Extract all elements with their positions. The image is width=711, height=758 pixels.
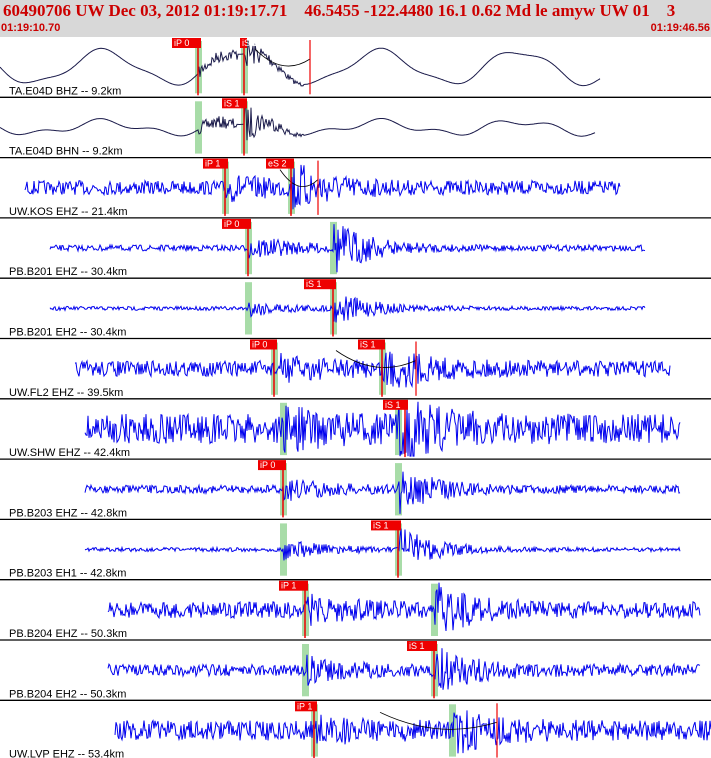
pick-label: iS 1 (224, 98, 240, 108)
phase-pick[interactable]: iS 1 (240, 38, 258, 96)
pick-label: iS 1 (385, 400, 401, 410)
predicted-arrival-curve (279, 169, 319, 188)
phase-pick[interactable]: iP 1 (295, 701, 317, 758)
pick-label: iP 1 (205, 159, 220, 169)
phase-pick[interactable]: iP 1 (279, 580, 308, 638)
trace-row[interactable]: iP 0 iS 1 UW.FL2 EHZ -- 39.5km (0, 339, 711, 400)
pick-flag (407, 641, 437, 651)
phase-pick[interactable]: iS 1 (222, 98, 247, 156)
phase-pick[interactable]: iS 1 (371, 520, 401, 578)
phase-pick[interactable]: iP 0 (222, 218, 251, 277)
s-window-band (395, 463, 402, 516)
pick-label: iP 0 (252, 340, 267, 350)
station-label: PB.B201 EH2 -- 30.4km (9, 327, 126, 339)
phase-pick[interactable]: eS 2 (266, 158, 294, 216)
pick-flag (279, 580, 308, 591)
waveform (84, 528, 681, 561)
pick-label: iP 1 (297, 701, 312, 711)
pick-flag (250, 339, 277, 350)
station-label: PB.B204 EH2 -- 50.3km (9, 688, 126, 700)
seismogram-panel: iP 0 iS 1 TA.E04D BHZ -- 9.2km iS 1 TA.E04D … (0, 38, 711, 758)
trace-row[interactable]: iP 0 PB.B201 EHZ -- 30.4km (0, 218, 711, 279)
pick-label: iP 1 (281, 581, 296, 591)
trace-row[interactable]: iP 1 UW.LVP EHZ -- 53.4km (0, 701, 711, 758)
predicted-arrival-curve (254, 48, 311, 67)
phase-pick[interactable]: iS 1 (383, 399, 408, 458)
pick-flag (383, 399, 408, 410)
phase-pick[interactable]: iS 1 (358, 339, 385, 397)
trace-row[interactable]: iP 0 PB.B203 EHZ -- 42.8km (0, 460, 711, 521)
station-label: UW.LVP EHZ -- 53.4km (9, 749, 124, 758)
trace-row[interactable]: iS 1 UW.SHW EHZ -- 42.4km (0, 399, 711, 460)
phase-pick[interactable]: iP 0 (258, 460, 286, 518)
p-window-band (302, 644, 309, 697)
waveform (114, 710, 711, 754)
pick-label: iS 1 (360, 340, 376, 350)
pick-flag (266, 158, 294, 169)
trace-row[interactable]: iS 1 TA.E04D BHN -- 9.2km (0, 98, 711, 159)
pick-label: iP 0 (224, 219, 239, 229)
pick-label: iS 1 (373, 520, 389, 530)
pick-flag (358, 339, 385, 350)
predicted-arrival-curve (379, 711, 498, 730)
waveform (24, 164, 621, 210)
pick-flag (222, 218, 251, 229)
trace-row[interactable]: iS 1 PB.B204 EH2 -- 50.3km (0, 641, 711, 701)
trace-row[interactable]: iP 0 iS 1 TA.E04D BHZ -- 9.2km (0, 38, 711, 98)
phase-pick[interactable]: iP 0 (172, 38, 201, 96)
waveform (84, 401, 681, 457)
predicted-arrival-curve (335, 350, 417, 368)
p-window-band (195, 101, 202, 154)
station-label: UW.SHW EHZ -- 42.4km (9, 447, 130, 459)
pick-label: iS 1 (409, 641, 425, 651)
pick-flag (304, 279, 336, 290)
s-window-band (395, 402, 402, 456)
pick-flag (222, 98, 247, 109)
phase-pick[interactable]: iS 1 (407, 641, 437, 699)
pick-flag (295, 701, 317, 712)
trace-row[interactable]: iP 1 eS 2 UW.KOS EHZ -- 21.4km (0, 158, 711, 219)
event-title: 60490706 UW Dec 03, 2012 01:19:17.71 46.… (3, 1, 676, 20)
waveform (0, 40, 601, 87)
waveform (49, 296, 646, 323)
waveform (84, 471, 681, 514)
waveform (74, 351, 671, 389)
pick-label: iP 0 (260, 460, 275, 470)
station-label: PB.B203 EH1 -- 42.8km (9, 568, 126, 580)
pick-flag (258, 460, 286, 471)
phase-pick[interactable]: iP 0 (250, 339, 277, 397)
phase-pick[interactable]: iS 1 (304, 279, 336, 337)
pick-label: iS 1 (306, 279, 322, 289)
pick-label: iP 0 (174, 38, 189, 48)
station-label: TA.E04D BHN -- 9.2km (9, 146, 123, 158)
waveform (107, 582, 701, 632)
pick-flag (371, 520, 401, 531)
trace-row[interactable]: iP 1 PB.B204 EHZ -- 50.3km (0, 580, 711, 641)
p-window-band (245, 282, 252, 335)
phase-pick[interactable]: iP 1 (203, 158, 228, 216)
pick-label: eS 2 (268, 159, 287, 169)
station-label: PB.B203 EHZ -- 42.8km (9, 507, 127, 519)
waveform (107, 648, 701, 690)
trace-row[interactable]: iS 1 PB.B201 EH2 -- 30.4km (0, 279, 711, 340)
station-label: UW.KOS EHZ -- 21.4km (9, 206, 128, 218)
event-header: 60490706 UW Dec 03, 2012 01:19:17.71 46.… (0, 0, 711, 37)
pick-flag (203, 158, 228, 169)
window-start-time: 01:19:10.70 (1, 22, 61, 34)
pick-flag (240, 38, 247, 48)
pick-label: iS 1 (242, 38, 258, 48)
station-label: PB.B204 EHZ -- 50.3km (9, 628, 127, 640)
station-label: UW.FL2 EHZ -- 39.5km (9, 387, 123, 399)
station-label: PB.B201 EHZ -- 30.4km (9, 266, 127, 278)
pick-flag (172, 38, 201, 48)
waveform (49, 224, 646, 273)
trace-row[interactable]: iS 1 PB.B203 EH1 -- 42.8km (0, 520, 711, 581)
waveform (0, 104, 596, 141)
window-end-time: 01:19:46.56 (650, 22, 710, 34)
station-label: TA.E04D BHZ -- 9.2km (9, 85, 121, 97)
